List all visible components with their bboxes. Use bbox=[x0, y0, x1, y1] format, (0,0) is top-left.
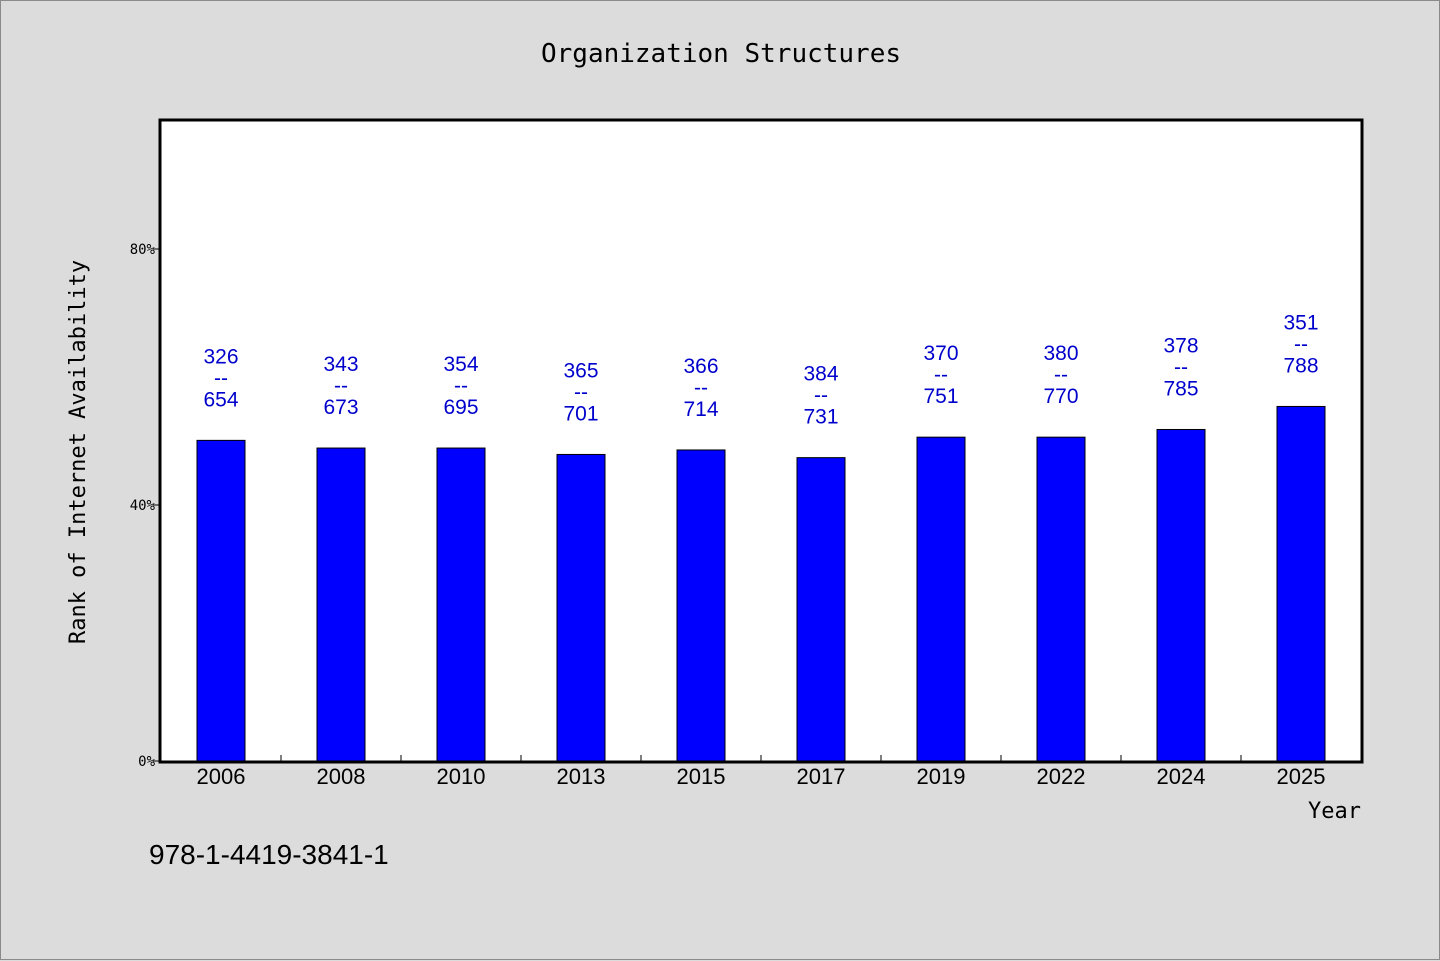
y-tick-label: 40% bbox=[130, 498, 156, 514]
data-label: 343--673 bbox=[323, 353, 358, 419]
data-label-separator: -- bbox=[934, 364, 948, 387]
data-label-value: 343 bbox=[323, 353, 358, 376]
data-label: 384--731 bbox=[803, 363, 838, 429]
data-label-value: 365 bbox=[563, 359, 598, 382]
bar bbox=[676, 449, 726, 762]
bars-layer bbox=[196, 405, 1326, 762]
data-label-separator: -- bbox=[214, 367, 228, 390]
data-label-value: 714 bbox=[683, 398, 718, 421]
data-label-separator: -- bbox=[334, 375, 348, 398]
isbn-text: 978-1-4419-3841-1 bbox=[149, 839, 389, 870]
chart-title: Organization Structures bbox=[541, 39, 901, 69]
y-axis-title: Rank of Internet Availability bbox=[66, 260, 91, 644]
x-tick-label: 2015 bbox=[677, 764, 726, 789]
data-label-value: 370 bbox=[923, 342, 958, 365]
data-label-value: 326 bbox=[203, 345, 238, 368]
bar bbox=[556, 453, 606, 762]
data-label: 366--714 bbox=[683, 355, 718, 421]
data-label-value: 788 bbox=[1283, 354, 1318, 377]
data-label-separator: -- bbox=[694, 376, 708, 399]
y-axis: 0% 40% 80% bbox=[130, 242, 161, 770]
data-label-value: 770 bbox=[1043, 385, 1078, 408]
x-tick-label: 2025 bbox=[1277, 764, 1326, 789]
data-label-separator: -- bbox=[1294, 333, 1308, 356]
x-tick-label: 2017 bbox=[797, 764, 846, 789]
bar bbox=[1156, 428, 1206, 762]
data-label-value: 354 bbox=[443, 353, 478, 376]
data-label-value: 701 bbox=[563, 402, 598, 425]
data-label-value: 378 bbox=[1163, 334, 1198, 357]
x-tick-label: 2010 bbox=[437, 764, 486, 789]
x-axis-title: Year bbox=[1308, 799, 1361, 824]
bar bbox=[316, 447, 366, 762]
bar bbox=[796, 457, 846, 762]
data-label: 370--751 bbox=[923, 342, 958, 408]
data-label: 351--788 bbox=[1283, 311, 1318, 377]
data-label-value: 366 bbox=[683, 355, 718, 378]
data-label: 354--695 bbox=[443, 353, 478, 419]
data-label: 326--654 bbox=[203, 345, 238, 411]
data-label-value: 654 bbox=[203, 388, 238, 411]
x-axis: 2006 2008 2010 2013 2015 2017 2019 2022 2024 2025 bbox=[197, 755, 1326, 789]
data-label: 365--701 bbox=[563, 359, 598, 425]
data-label: 380--770 bbox=[1043, 342, 1078, 408]
data-label-value: 695 bbox=[443, 396, 478, 419]
data-label-separator: -- bbox=[1054, 364, 1068, 387]
data-label-value: 380 bbox=[1043, 342, 1078, 365]
data-label-value: 673 bbox=[323, 396, 358, 419]
x-tick-label: 2006 bbox=[197, 764, 246, 789]
data-label-separator: -- bbox=[574, 381, 588, 404]
data-label-value: 384 bbox=[803, 363, 838, 386]
plot-border bbox=[158, 118, 1364, 764]
data-label-separator: -- bbox=[454, 375, 468, 398]
data-label-separator: -- bbox=[1174, 356, 1188, 379]
x-tick-label: 2022 bbox=[1037, 764, 1086, 789]
bar bbox=[916, 436, 966, 762]
x-tick-label: 2008 bbox=[317, 764, 366, 789]
data-label-value: 351 bbox=[1283, 311, 1318, 334]
bar bbox=[1276, 405, 1326, 762]
data-label-value: 785 bbox=[1163, 377, 1198, 400]
y-tick-label: 0% bbox=[138, 754, 155, 770]
data-label-separator: -- bbox=[814, 384, 828, 407]
bar bbox=[1036, 436, 1086, 762]
data-label-value: 731 bbox=[803, 406, 838, 429]
x-tick-label: 2024 bbox=[1157, 764, 1206, 789]
data-label: 378--785 bbox=[1163, 334, 1198, 400]
bar bbox=[436, 447, 486, 762]
x-tick-label: 2013 bbox=[557, 764, 606, 789]
data-label-value: 751 bbox=[923, 385, 958, 408]
x-tick-label: 2019 bbox=[917, 764, 966, 789]
bar bbox=[196, 439, 246, 762]
data-labels-layer: 326--654343--673354--695365--701366--714… bbox=[203, 311, 1318, 428]
y-tick-label: 80% bbox=[130, 242, 156, 258]
